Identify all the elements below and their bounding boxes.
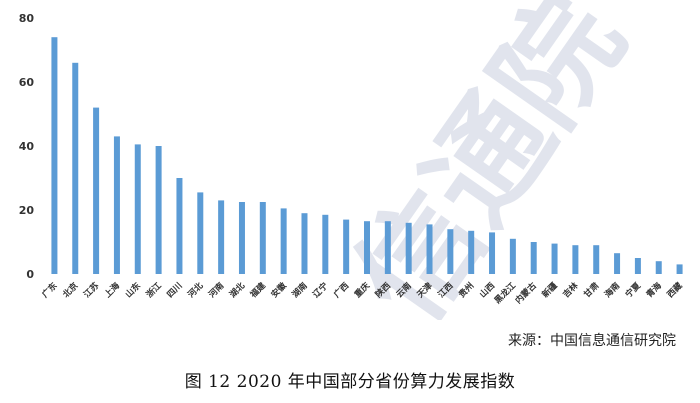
x-tick-label: 广东 [40, 280, 60, 300]
bar [489, 232, 496, 274]
y-tick-label: 40 [19, 140, 35, 153]
bar [113, 136, 120, 274]
x-tick-label: 福建 [247, 280, 268, 301]
bar [384, 221, 391, 274]
x-tick-label: 河北 [186, 280, 206, 300]
x-tick-label: 吉林 [561, 280, 581, 300]
bar [176, 178, 183, 274]
bar [259, 202, 266, 274]
bar [551, 243, 558, 274]
bar [301, 213, 308, 274]
bar [51, 37, 58, 275]
x-tick-label: 海南 [602, 280, 622, 300]
bar [280, 208, 287, 274]
source-note: 来源：中国信息通信研究院 [508, 333, 676, 349]
bar [530, 242, 537, 274]
bar [572, 245, 579, 274]
bar [468, 230, 475, 274]
x-axis: 广东 北京 江苏 上海 山东 浙江 四川 河北 河南 湖北 福建 安徽 湖南 辽宁 广西 重庆 陕西 云南 天津 江西… [40, 280, 685, 306]
x-tick-label: 西藏 [665, 280, 685, 300]
x-tick-label: 安徽 [269, 280, 289, 300]
y-tick-label: 80 [19, 12, 35, 25]
x-tick-label: 辽宁 [311, 280, 331, 300]
x-tick-label: 浙江 [144, 280, 164, 300]
bar [676, 264, 683, 274]
x-tick-label: 上海 [102, 280, 122, 300]
bar [447, 229, 454, 274]
bars [51, 37, 683, 275]
bar [364, 221, 370, 274]
x-tick-label: 江苏 [81, 280, 101, 300]
x-tick-label: 甘肃 [582, 280, 602, 300]
bar [155, 146, 162, 274]
bar [593, 245, 600, 274]
y-tick-label: 60 [19, 76, 35, 89]
bar [655, 261, 662, 274]
bar [218, 200, 225, 274]
bar [238, 202, 245, 274]
x-tick-label: 黑龙江 [492, 280, 518, 306]
bar [197, 192, 204, 274]
x-tick-label: 内蒙古 [513, 280, 539, 306]
bar [322, 214, 329, 274]
x-tick-label: 广西 [331, 280, 351, 300]
bar [134, 144, 141, 274]
x-tick-label: 四川 [165, 281, 184, 300]
bar [509, 238, 516, 274]
x-tick-label: 山东 [123, 280, 143, 300]
bar [634, 258, 641, 274]
y-tick-label: 20 [19, 204, 35, 217]
y-axis: 0 20 40 60 80 [19, 12, 35, 281]
x-tick-label: 河南 [206, 280, 226, 300]
bar [405, 222, 412, 274]
y-tick-label: 0 [26, 268, 34, 281]
bar [93, 107, 100, 274]
x-tick-label: 新疆 [540, 280, 560, 300]
x-tick-label: 湖南 [290, 280, 310, 300]
x-tick-label: 北京 [61, 280, 81, 300]
bar [426, 224, 433, 274]
figure-caption: 图 12 2020 年中国部分省份算力发展指数 [184, 372, 516, 392]
bar [614, 253, 621, 274]
x-tick-label: 宁夏 [623, 280, 643, 300]
bar [343, 219, 350, 274]
x-tick-label: 湖北 [227, 280, 247, 300]
x-tick-label: 青海 [644, 280, 664, 300]
bar [72, 62, 79, 274]
